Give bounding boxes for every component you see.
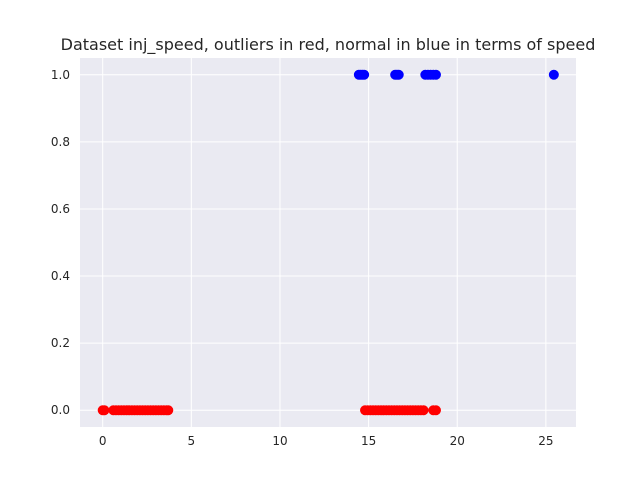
x-tick-label: 25 [538,434,553,448]
data-points [97,69,559,416]
x-tick-label: 10 [272,434,287,448]
data-point [99,405,110,416]
y-axis: 0.0 0.2 0.4 0.6 0.8 1.0 [51,68,70,417]
y-tick-label: 0.4 [51,269,70,283]
data-point [430,69,441,80]
y-tick-label: 1.0 [51,68,70,82]
data-point [393,69,404,80]
x-tick-label: 5 [188,434,196,448]
data-point [430,405,441,416]
y-tick-label: 0.0 [51,403,70,417]
y-tick-label: 0.2 [51,336,70,350]
data-point [163,405,174,416]
x-axis: 0 5 10 15 20 25 [99,434,554,448]
x-tick-label: 0 [99,434,107,448]
x-tick-label: 20 [450,434,465,448]
data-point [359,69,370,80]
x-tick-label: 15 [361,434,376,448]
data-point [548,69,559,80]
data-point [418,405,429,416]
y-tick-label: 0.6 [51,202,70,216]
plot-area [80,58,576,427]
y-tick-label: 0.8 [51,135,70,149]
chart-title: Dataset inj_speed, outliers in red, norm… [61,35,596,55]
